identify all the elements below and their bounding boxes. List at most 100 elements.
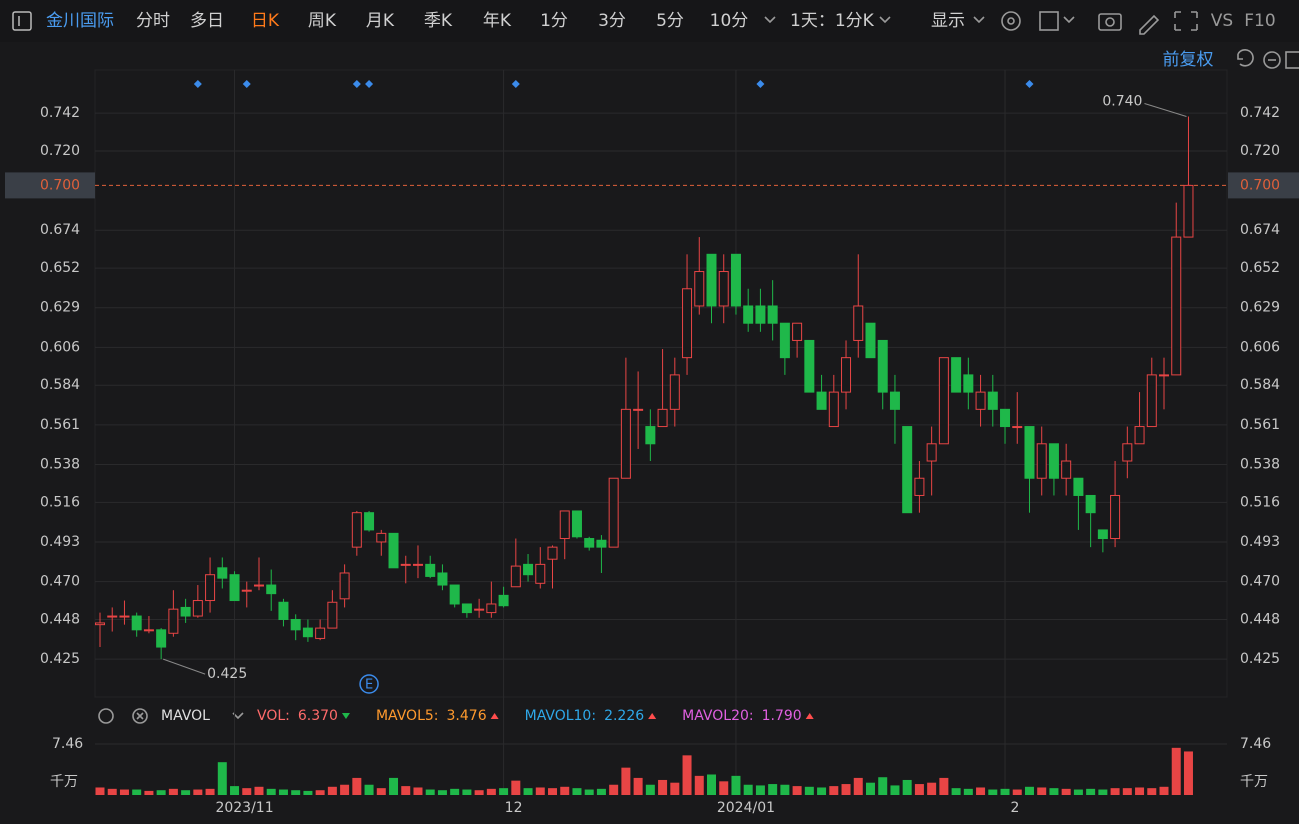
y-tick-label-right: 0.561 bbox=[1240, 417, 1280, 433]
volume-bar bbox=[1135, 787, 1145, 795]
period-tab[interactable]: 3分 bbox=[598, 11, 626, 31]
volume-bar bbox=[914, 784, 924, 795]
chevron[interactable] bbox=[764, 16, 776, 24]
event-marker[interactable] bbox=[242, 80, 251, 88]
candle-body bbox=[461, 603, 472, 614]
candle-body bbox=[1000, 408, 1011, 428]
volume-bar bbox=[1073, 789, 1083, 795]
y-tick-label: 0.538 bbox=[40, 456, 80, 472]
event-marker[interactable] bbox=[193, 80, 202, 88]
low-pointer bbox=[162, 658, 206, 675]
y-tick-label: 0.516 bbox=[40, 494, 80, 510]
earnings-marker[interactable] bbox=[359, 674, 379, 694]
candle-body bbox=[449, 584, 460, 605]
event-marker[interactable] bbox=[511, 80, 520, 88]
period-tab[interactable]: 分时 bbox=[136, 11, 170, 31]
menu-icon[interactable] bbox=[12, 11, 32, 31]
candle-body bbox=[743, 305, 754, 324]
indicator-value: 2.226 bbox=[604, 708, 644, 724]
period-tab[interactable]: 日K bbox=[251, 11, 280, 31]
candle-body bbox=[669, 374, 680, 410]
panel-icon[interactable] bbox=[1285, 51, 1299, 69]
volume-bar bbox=[609, 784, 619, 795]
candle-body bbox=[584, 538, 595, 548]
camera-icon[interactable] bbox=[1098, 13, 1122, 31]
zoom-out-icon[interactable] bbox=[1263, 51, 1281, 69]
display-menu[interactable]: 显示 bbox=[931, 11, 965, 31]
candle-body bbox=[253, 584, 264, 587]
candle-body bbox=[1110, 494, 1121, 540]
y-tick-label-right: 0.470 bbox=[1240, 574, 1280, 590]
period-tab[interactable]: 月K bbox=[366, 11, 395, 31]
settings-icon[interactable] bbox=[1001, 11, 1021, 31]
y-tick-label-right: 0.538 bbox=[1240, 456, 1280, 472]
volume-bar bbox=[560, 786, 570, 795]
trend-arrow bbox=[805, 713, 814, 719]
volume-bar bbox=[951, 788, 961, 795]
y-tick-label-right: 7.46 bbox=[1240, 736, 1271, 752]
chevron[interactable] bbox=[879, 16, 891, 24]
settings-icon[interactable] bbox=[98, 708, 114, 724]
volume-bar bbox=[181, 790, 191, 795]
period-select[interactable]: 1天：1分K bbox=[790, 11, 875, 31]
candle-body bbox=[963, 374, 974, 393]
reset-icon[interactable] bbox=[1237, 49, 1254, 67]
fullscreen-icon[interactable] bbox=[1174, 11, 1198, 31]
period-tab[interactable]: 年K bbox=[483, 11, 512, 31]
y-tick-label: 7.46 bbox=[52, 736, 83, 752]
event-marker[interactable] bbox=[756, 80, 765, 88]
y-tick-label: 0.720 bbox=[40, 143, 80, 159]
plot-frame bbox=[94, 69, 1228, 698]
volume-indicator-name[interactable]: MAVOL bbox=[161, 708, 210, 724]
pen-icon[interactable] bbox=[1139, 14, 1160, 35]
event-marker[interactable] bbox=[1025, 80, 1034, 88]
volume-bar bbox=[1171, 747, 1181, 795]
period-tab[interactable]: 季K bbox=[424, 11, 453, 31]
volume-bar bbox=[352, 777, 362, 795]
price-label-bg bbox=[5, 172, 95, 199]
period-tab[interactable]: 周K bbox=[308, 11, 337, 31]
volume-bar bbox=[1147, 788, 1157, 795]
candle-body bbox=[425, 563, 436, 577]
period-tab[interactable]: 5分 bbox=[656, 11, 684, 31]
f10-button[interactable]: F10 bbox=[1244, 11, 1275, 31]
y-tick-label-right: 0.674 bbox=[1240, 222, 1280, 238]
period-tab[interactable]: 1分 bbox=[540, 11, 568, 31]
candle-body bbox=[400, 563, 411, 566]
candle-body bbox=[376, 532, 387, 543]
candle-body bbox=[828, 391, 839, 428]
volume-bar bbox=[976, 787, 986, 795]
volume-bar bbox=[291, 790, 301, 795]
x-tick-label: 2024/01 bbox=[717, 800, 775, 816]
y-tick-label-right: 0.516 bbox=[1240, 494, 1280, 510]
checkbox-icon[interactable] bbox=[1039, 11, 1059, 31]
volume-bar bbox=[230, 786, 240, 795]
vs-button[interactable]: VS bbox=[1211, 11, 1233, 31]
volume-bar bbox=[768, 784, 778, 795]
candle-body bbox=[1048, 443, 1059, 479]
volume-bar bbox=[804, 786, 814, 795]
volume-bar bbox=[511, 780, 521, 795]
indicator-name: MAVOL20: bbox=[682, 708, 753, 724]
chevron[interactable] bbox=[973, 16, 985, 24]
adjust-button[interactable]: 前复权 bbox=[1163, 50, 1214, 70]
candle-body bbox=[975, 391, 986, 410]
y-tick-label: 0.606 bbox=[40, 339, 80, 355]
volume-bar bbox=[670, 782, 680, 795]
volume-bar bbox=[266, 788, 276, 795]
candle-body bbox=[327, 601, 338, 629]
volume-bar bbox=[462, 789, 472, 795]
event-marker[interactable] bbox=[352, 80, 361, 88]
period-tab[interactable]: 多日 bbox=[190, 11, 224, 31]
volume-bar bbox=[315, 790, 325, 795]
candle-body bbox=[914, 477, 925, 496]
volume-bar bbox=[865, 782, 875, 795]
chevron[interactable] bbox=[1063, 16, 1075, 24]
event-marker[interactable] bbox=[365, 80, 374, 88]
candle-body bbox=[315, 627, 326, 639]
candle-body bbox=[143, 629, 154, 632]
volume-bar bbox=[340, 784, 350, 795]
period-tab[interactable]: 10分 bbox=[710, 11, 749, 31]
close-icon[interactable] bbox=[132, 708, 148, 724]
stock-name[interactable]: 金川国际 bbox=[46, 11, 114, 31]
